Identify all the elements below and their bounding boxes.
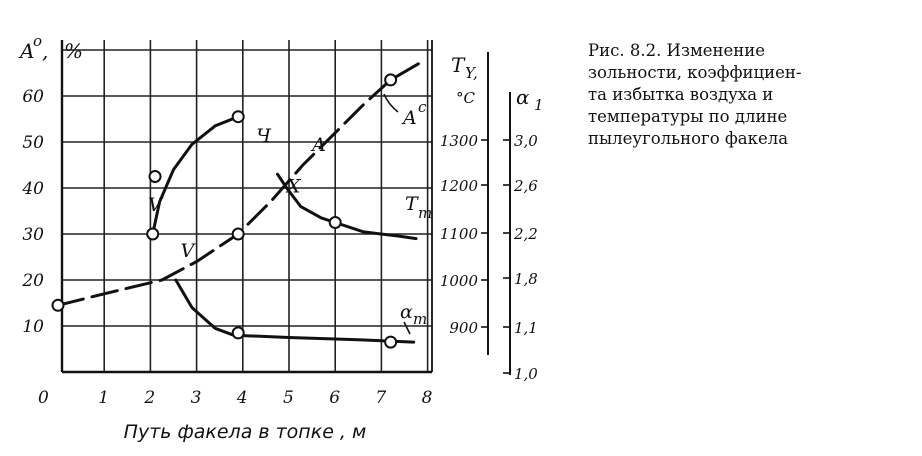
series-layer xyxy=(51,62,420,349)
plot-letter-4: A xyxy=(310,134,326,156)
x-tick-label: 5 xyxy=(283,388,294,408)
x-tick-label: 0 xyxy=(38,388,49,408)
leader-line-ash xyxy=(383,93,399,113)
y-temp-tick-label: 1000 xyxy=(440,272,479,290)
x-tick-label: 3 xyxy=(191,388,202,408)
y-left-tick-label: 50 xyxy=(22,133,44,153)
caption-line-2: зольности, коэффициен- xyxy=(588,63,802,82)
y-temp-tick-label: 900 xyxy=(449,319,478,337)
y-left-tick-label: 40 xyxy=(21,179,44,199)
plot-letter-1: V xyxy=(148,194,164,216)
plot-letter-2: V xyxy=(180,240,196,262)
y-left-axis-label-sep: , xyxy=(42,39,48,63)
y-temp-tick-label: 1100 xyxy=(440,225,479,243)
series-line-4 xyxy=(174,278,416,344)
y-alpha-tick-label: 1,1 xyxy=(514,319,538,337)
series-label-ash-sup: c xyxy=(418,98,427,116)
x-axis-label: Путь факела в топке , м xyxy=(124,421,367,443)
y-left-tick-label: 10 xyxy=(22,317,44,337)
y-alpha-tick-label: 2,2 xyxy=(513,225,538,243)
axes xyxy=(60,40,511,375)
grid xyxy=(62,40,432,372)
y-left-axis-label: A xyxy=(18,39,34,63)
figure-caption: Рис. 8.2. Изменение зольности, коэффицие… xyxy=(588,40,888,150)
data-point-marker xyxy=(231,110,245,124)
caption-line-4: температуры по длине xyxy=(588,107,788,126)
series-label-temperature: T xyxy=(405,193,419,215)
plot-letter-5: X xyxy=(285,176,302,198)
y-alpha-tick-label: 1,0 xyxy=(514,365,538,383)
series-line-3 xyxy=(276,172,418,241)
y-left-tick-label: 30 xyxy=(22,225,44,245)
data-point-marker xyxy=(384,335,398,349)
y-left-axis-label-sup: o xyxy=(33,32,42,50)
caption-line-1: Рис. 8.2. Изменение xyxy=(588,41,766,60)
series-label-ash: A xyxy=(401,107,417,129)
y-temp-tick-label: 1300 xyxy=(440,132,479,150)
y-alpha-tick-label: 2,6 xyxy=(513,177,538,195)
y-temp-axis-unit: °C xyxy=(456,89,476,107)
chart-labels: 0 1 2 3 4 5 6 7 8 Путь факела в топке , м 10 20 30 40… xyxy=(18,32,544,443)
data-point-marker xyxy=(384,73,398,87)
y-alpha-tick-label: 3,0 xyxy=(514,132,538,150)
series-label-alpha: α xyxy=(400,301,413,323)
x-tick-label: 6 xyxy=(329,388,340,408)
y-alpha-axis-label-sub: 1 xyxy=(534,96,544,114)
caption-line-3: та избытка воздуха и xyxy=(588,85,774,104)
data-point-marker xyxy=(148,170,162,183)
chart-figure: 0 1 2 3 4 5 6 7 8 Путь факела в топке , м 10 20 30 40… xyxy=(18,32,544,443)
y-left-tick-label: 20 xyxy=(21,271,44,291)
caption-line-5: пылеугольного факела xyxy=(588,129,789,148)
y-left-axis-unit: % xyxy=(64,39,83,63)
y-alpha-tick-label: 1,8 xyxy=(514,270,538,288)
x-tick-label: 4 xyxy=(236,388,248,408)
series-label-alpha-sub: т xyxy=(413,310,427,328)
series-line-1 xyxy=(56,62,420,307)
x-tick-label: 1 xyxy=(98,388,109,408)
leader-line-alpha xyxy=(403,321,411,335)
y-left-tick-label: 60 xyxy=(22,87,44,107)
y-temp-tick-label: 1200 xyxy=(440,177,479,195)
x-tick-label: 2 xyxy=(143,388,155,408)
data-point-marker xyxy=(328,216,342,229)
y-temp-axis-label: T xyxy=(451,53,466,77)
plot-letter-3: Ч xyxy=(256,125,272,147)
x-tick-label: 7 xyxy=(375,388,386,408)
series-label-temperature-sub: т xyxy=(418,204,432,222)
x-tick-label: 8 xyxy=(422,388,433,408)
y-temp-axis-label-sub: Y, xyxy=(465,64,478,82)
y-alpha-axis-label: α xyxy=(516,85,530,109)
data-point-marker xyxy=(231,326,245,340)
data-point-marker xyxy=(146,227,160,241)
data-point-marker xyxy=(51,298,65,312)
series-line-2 xyxy=(151,115,240,236)
data-point-marker xyxy=(231,227,245,241)
